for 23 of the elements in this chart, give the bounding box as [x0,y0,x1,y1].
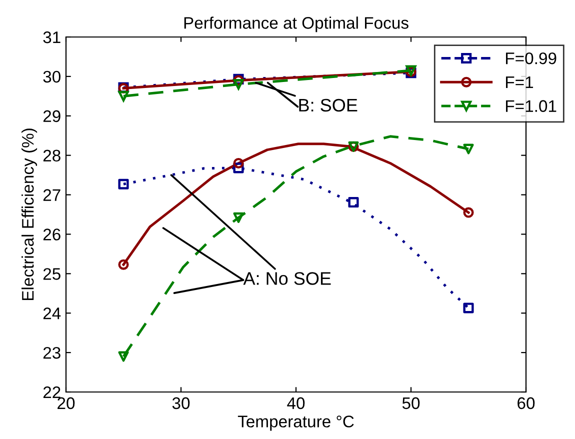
annotation: A: No SOE [243,272,331,285]
annotation: B: SOE [299,98,358,112]
y-tick-label: 23 [43,346,60,359]
x-tick-label: 20 [58,397,75,410]
y-axis-title: Electrical Efficiency (%) [22,128,38,300]
y-tick-label: 31 [43,31,60,44]
x-tick-label: 30 [172,397,190,410]
x-tick-label: 40 [287,397,305,410]
chart-title: Performance at Optimal Focus [184,16,408,32]
x-tick-label: 50 [402,397,420,410]
y-tick-label: 28 [43,150,60,162]
y-tick-label: 27 [43,189,60,201]
x-axis-title: Temperature °C [238,416,354,431]
y-tick-label: 22 [43,386,60,398]
legend-label: F=0.99 [506,52,556,64]
legend-label: F=1 [506,76,534,88]
legend-label: F=1.01 [506,100,556,112]
y-tick-label: 29 [43,110,60,122]
x-tick-label: 60 [518,397,535,410]
y-tick-label: 25 [43,268,60,280]
y-tick-label: 24 [43,308,61,320]
y-tick-label: 30 [43,70,60,83]
y-tick-label: 26 [43,228,60,240]
